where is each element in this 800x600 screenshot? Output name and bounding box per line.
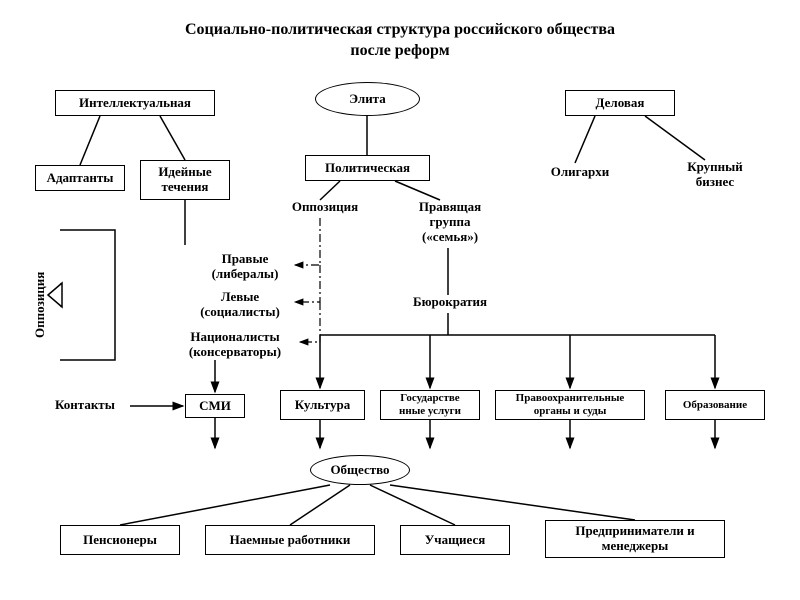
node-business: Деловая xyxy=(565,90,675,116)
node-adaptants: Адаптанты xyxy=(35,165,125,191)
node-bigbusiness: Крупныйбизнес xyxy=(670,160,760,190)
node-national: Националисты(консерваторы) xyxy=(165,330,305,360)
node-right: Правые(либералы) xyxy=(190,252,300,282)
node-entrepreneurs: Предприниматели именеджеры xyxy=(545,520,725,558)
node-pensioners: Пенсионеры xyxy=(60,525,180,555)
node-education: Образование xyxy=(665,390,765,420)
node-smi: СМИ xyxy=(185,394,245,418)
node-lawcourts: Правоохранительныеорганы и суды xyxy=(495,390,645,420)
node-left: Левые(социалисты) xyxy=(180,290,300,320)
node-elita: Элита xyxy=(315,82,420,116)
node-bureaucracy: Бюрократия xyxy=(395,295,505,310)
node-opposition-text: Оппозиция xyxy=(280,200,370,215)
node-oligarchs: Олигархи xyxy=(535,165,625,180)
node-political: Политическая xyxy=(305,155,430,181)
node-ruling: Правящаягруппа(«семья») xyxy=(400,200,500,245)
node-intellectual: Интеллектуальная xyxy=(55,90,215,116)
diagram-title: Социально-политическая структура российс… xyxy=(0,20,800,62)
node-gosuslugi: Государственные услуги xyxy=(380,390,480,420)
node-ideological: Идейныетечения xyxy=(140,160,230,200)
node-employees: Наемные работники xyxy=(205,525,375,555)
node-students: Учащиеся xyxy=(400,525,510,555)
node-society: Общество xyxy=(310,455,410,485)
node-culture: Культура xyxy=(280,390,365,420)
node-contacts: Контакты xyxy=(55,398,135,413)
node-opposition-vertical: Оппозиция xyxy=(32,258,48,338)
